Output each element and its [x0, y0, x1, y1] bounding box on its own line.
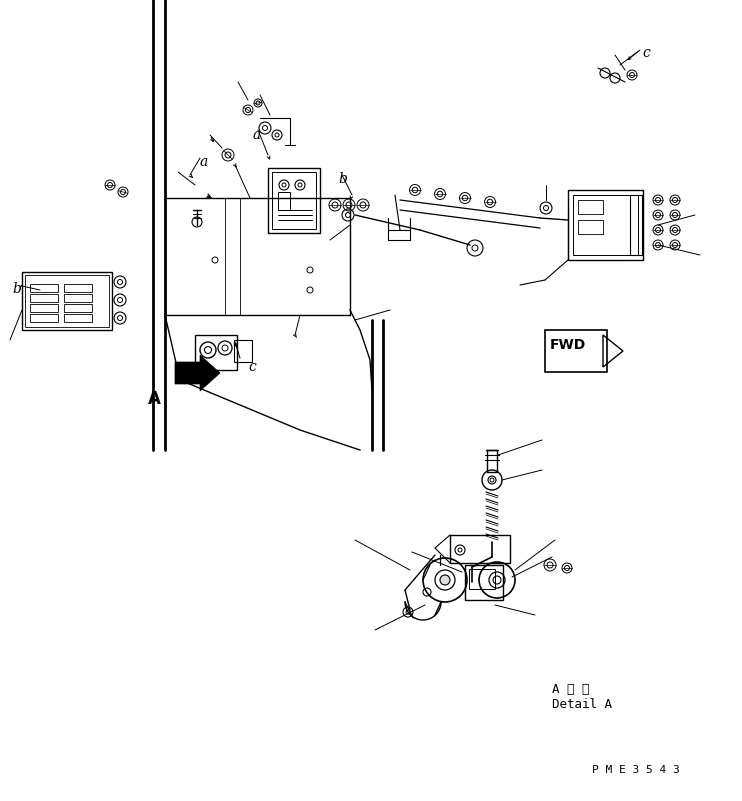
Bar — [573, 195, 638, 255]
Circle shape — [440, 575, 450, 585]
Bar — [278, 192, 290, 210]
Text: a: a — [200, 155, 209, 169]
Bar — [268, 168, 320, 233]
Text: b: b — [338, 172, 347, 186]
Polygon shape — [175, 355, 220, 391]
Bar — [25, 275, 109, 327]
Bar — [30, 314, 58, 322]
Bar — [450, 535, 510, 563]
Bar — [64, 304, 92, 312]
Bar — [30, 304, 58, 312]
Bar — [469, 569, 495, 589]
Bar — [545, 330, 607, 372]
Bar — [487, 450, 497, 472]
Bar — [64, 314, 92, 322]
Bar — [568, 190, 643, 260]
Text: A: A — [148, 390, 161, 408]
Bar — [30, 294, 58, 302]
Bar — [22, 272, 112, 330]
Bar — [578, 220, 603, 234]
Bar — [64, 294, 92, 302]
Bar — [234, 340, 252, 362]
Text: P M E 3 5 4 3: P M E 3 5 4 3 — [592, 765, 680, 775]
Text: a: a — [253, 128, 261, 142]
Text: c: c — [248, 360, 256, 374]
Text: c: c — [642, 46, 650, 60]
Bar — [195, 335, 237, 370]
Bar — [272, 172, 316, 229]
Bar — [30, 284, 58, 292]
Bar — [465, 565, 503, 600]
Text: Detail A: Detail A — [552, 698, 612, 711]
Bar — [64, 284, 92, 292]
Text: FWD: FWD — [550, 338, 586, 352]
Text: A 詳 細: A 詳 細 — [552, 683, 589, 696]
Bar — [578, 200, 603, 214]
Text: b: b — [12, 282, 21, 296]
Bar — [630, 195, 642, 255]
